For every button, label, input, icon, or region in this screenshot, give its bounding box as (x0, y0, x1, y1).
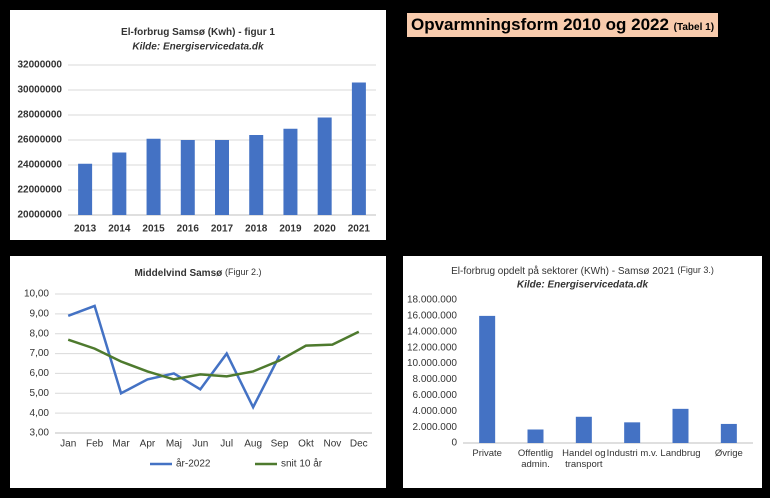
x-tick-label: Landbrug (660, 448, 701, 459)
x-tick-label: 2013 (74, 224, 97, 235)
bar (351, 82, 366, 215)
bar (78, 163, 93, 215)
y-tick-label: 14.000.000 (407, 326, 457, 337)
y-tick-label: 12.000.000 (407, 342, 457, 353)
y-tick-label: 10,00 (24, 289, 49, 300)
y-tick-label: 28000000 (18, 110, 63, 121)
x-tick-label: Maj (166, 439, 182, 450)
chart: El-forbrug opdelt på sektorer (KWh) - Sa… (403, 256, 762, 488)
bar (575, 416, 592, 443)
x-tick-label: 2016 (177, 224, 200, 235)
x-tick-label: Apr (140, 439, 156, 450)
y-tick-label: 20000000 (18, 210, 63, 221)
x-tick-label: Mar (112, 439, 130, 450)
chart-title-text: Middelvind Samsø (134, 268, 223, 279)
y-tick-label: 26000000 (18, 135, 63, 146)
line-series (67, 304, 281, 410)
bar (112, 152, 127, 215)
y-tick-label: 9,00 (30, 308, 50, 319)
x-tick-label: Sep (271, 439, 289, 450)
bar (283, 128, 298, 215)
bar (624, 422, 641, 443)
x-tick-label: 2015 (142, 224, 165, 235)
y-tick-label: 4.000.000 (413, 406, 458, 417)
chart: Middelvind Samsø (Figur 2.) 3,00 4,00 5,00 6… (10, 256, 386, 488)
y-tick-label: 7,00 (30, 348, 50, 359)
y-tick-label: 10.000.000 (407, 358, 457, 369)
x-tick-label: 2018 (245, 224, 268, 235)
x-tick-label: Jun (192, 439, 208, 450)
x-tick-label: 2021 (348, 224, 371, 235)
x-tick-label: 2020 (314, 224, 337, 235)
x-tick-label: Okt (298, 439, 314, 450)
table-title: Opvarmningsform 2010 og 2022 (Tabel 1) (407, 13, 719, 37)
x-tick-label: Nov (323, 439, 341, 450)
x-tick-label: 2019 (279, 224, 302, 235)
chart-title-text: El-forbrug Samsø (Kwh) - figur 1 (121, 27, 275, 38)
y-tick-label: 18.000.000 (407, 295, 457, 306)
table-title-text: Opvarmningsform 2010 og 2022 (411, 15, 669, 34)
y-tick-label: 3,00 (30, 428, 50, 439)
x-tick-label: Aug (244, 439, 262, 450)
x-tick-label: 2017 (211, 224, 234, 235)
chart-title: El-forbrug Samsø (Kwh) - figur 1 (121, 27, 275, 38)
y-tick-label: 16.000.000 (407, 311, 457, 322)
legend-label: snit 10 år (281, 458, 323, 470)
y-tick-label: 2.000.000 (413, 422, 458, 433)
x-tick-label: Øvrige (714, 448, 743, 459)
figure-note: (Figur 3.) (677, 265, 714, 275)
y-tick-label: 32000000 (18, 60, 63, 71)
bar (317, 117, 332, 215)
y-tick-label: 8,00 (30, 328, 50, 339)
bar (249, 135, 264, 215)
x-tick-label: Dec (350, 439, 368, 450)
chart-title: El-forbrug opdelt på sektorer (KWh) - Sa… (451, 265, 714, 277)
chart-subtitle: Kilde: Energiservicedata.dk (132, 42, 264, 53)
x-tick-label: Jan (60, 439, 76, 450)
chart-title-text: El-forbrug opdelt på sektorer (KWh) - Sa… (451, 265, 675, 277)
y-tick-label: 22000000 (18, 185, 63, 196)
y-tick-label: 30000000 (18, 85, 63, 96)
figure-note: (Figur 2.) (225, 267, 262, 277)
x-tick-label: Jul (220, 439, 233, 450)
chart-subtitle: Kilde: Energiservicedata.dk (517, 280, 649, 291)
legend-label: år-2022 (176, 458, 211, 470)
bar (180, 140, 195, 215)
chart-title: Middelvind Samsø (Figur 2.) (134, 267, 261, 278)
y-tick-label: 6,00 (30, 368, 50, 379)
x-tick-label: Handel og transport (562, 448, 606, 470)
y-tick-label: 5,00 (30, 388, 50, 399)
y-tick-label: 0 (451, 438, 457, 449)
bar (720, 423, 737, 443)
line-series (67, 330, 360, 381)
table-note: (Tabel 1) (673, 22, 715, 33)
bar (146, 138, 161, 215)
x-tick-label: Private (472, 448, 502, 459)
bar (215, 140, 229, 215)
bar (672, 408, 689, 443)
bar (527, 429, 544, 443)
bar (479, 315, 496, 443)
x-tick-label: Offentlig admin. (517, 448, 554, 470)
y-tick-label: 6.000.000 (413, 390, 458, 401)
x-tick-label: 2014 (108, 224, 131, 235)
y-tick-label: 4,00 (30, 408, 50, 419)
y-tick-label: 8.000.000 (413, 374, 458, 385)
y-tick-label: 24000000 (18, 160, 63, 171)
x-tick-label: Industri m.v. (606, 448, 658, 459)
chart: El-forbrug Samsø (Kwh) - figur 1 Kilde: E… (10, 10, 386, 240)
x-tick-label: Feb (86, 439, 104, 450)
